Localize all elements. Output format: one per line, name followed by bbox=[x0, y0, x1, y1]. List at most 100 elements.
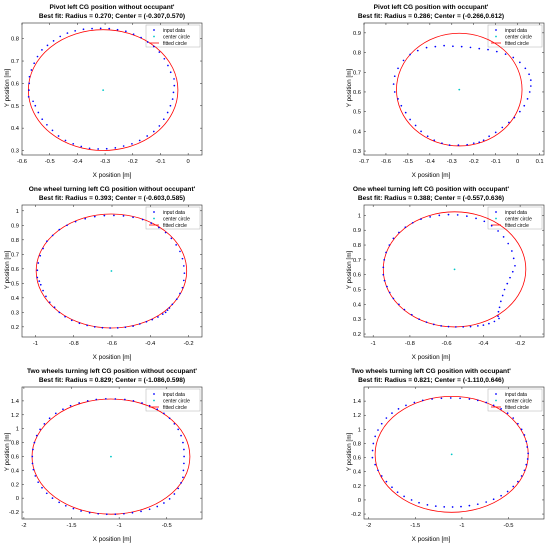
y-tick-label: 0.6 bbox=[11, 267, 19, 273]
input-data-point bbox=[440, 325, 442, 327]
input-data-point bbox=[388, 291, 391, 294]
input-data-point bbox=[53, 306, 56, 309]
input-data-point bbox=[497, 310, 500, 313]
input-data-point bbox=[485, 501, 488, 503]
y-tick-label: 0.7 bbox=[11, 252, 19, 258]
x-axis-label: X position [m] bbox=[412, 172, 451, 179]
legend-fitted-circle-label: fitted circle bbox=[505, 223, 529, 229]
input-data-point bbox=[156, 408, 159, 411]
input-data-point bbox=[418, 501, 420, 504]
input-data-point bbox=[62, 408, 64, 411]
input-data-point bbox=[517, 422, 519, 425]
y-tick-label: 0.6 bbox=[353, 273, 361, 279]
input-data-point bbox=[124, 398, 126, 401]
y-tick-label: 0.6 bbox=[353, 90, 361, 96]
y-tick-label: 0.5 bbox=[11, 281, 19, 287]
input-data-point bbox=[32, 448, 34, 451]
input-data-point bbox=[371, 456, 374, 459]
input-data-point bbox=[43, 422, 46, 425]
input-data-point bbox=[392, 237, 395, 240]
x-tick-label: 0.1 bbox=[536, 159, 544, 165]
input-data-point bbox=[45, 295, 47, 298]
input-data-point bbox=[42, 247, 44, 250]
input-data-point bbox=[39, 428, 41, 431]
y-tick-label: 0.4 bbox=[11, 296, 20, 302]
y-tick-label: 0.6 bbox=[353, 456, 361, 462]
input-data-point bbox=[173, 422, 176, 425]
input-data-point bbox=[529, 85, 532, 87]
input-data-point bbox=[495, 50, 498, 53]
x-tick-label: -0.4 bbox=[145, 341, 156, 347]
x-tick-label: -2 bbox=[21, 523, 26, 529]
input-data-point bbox=[46, 240, 48, 243]
y-tick-label: 1.2 bbox=[11, 413, 19, 419]
input-data-point bbox=[175, 244, 177, 246]
input-data-point bbox=[36, 269, 39, 272]
input-data-point bbox=[33, 441, 36, 444]
input-data-point bbox=[380, 475, 383, 477]
y-tick-label: 1.4 bbox=[353, 399, 362, 405]
x-tick-label: -0.5 bbox=[504, 523, 514, 529]
input-data-point bbox=[508, 121, 510, 124]
center-point bbox=[450, 453, 453, 456]
x-tick-label: -0.8 bbox=[405, 341, 415, 347]
x-tick-label: -0.2 bbox=[184, 341, 194, 347]
input-data-point bbox=[124, 30, 127, 33]
chart-subtitle: Best fit: Radius = 0.393; Center = (-0.6… bbox=[39, 195, 185, 202]
input-data-point bbox=[38, 280, 41, 283]
input-data-point bbox=[37, 111, 40, 114]
input-data-point bbox=[385, 480, 388, 483]
chart-panel-one-wheel-without: One wheel turning left CG position witho… bbox=[0, 182, 275, 364]
input-data-point bbox=[485, 401, 488, 404]
y-tick-label: 0.9 bbox=[353, 31, 361, 37]
input-data-point bbox=[528, 73, 530, 76]
input-data-point bbox=[32, 100, 34, 103]
x-tick-label: -2 bbox=[366, 523, 371, 529]
input-data-point bbox=[469, 46, 472, 49]
input-data-point bbox=[109, 327, 111, 329]
input-data-point bbox=[425, 46, 428, 49]
y-axis-label: Y position [m] bbox=[346, 68, 353, 107]
chart-panel-pivot-with: Pivot left CG position with occupant' Be… bbox=[275, 0, 550, 182]
x-tick-label: -1 bbox=[33, 341, 38, 347]
legend-input-data-label: input data bbox=[163, 28, 185, 34]
x-tick-label: -0.3 bbox=[100, 159, 110, 165]
x-tick-label: -0.6 bbox=[381, 159, 391, 165]
x-tick-label: -0.6 bbox=[17, 159, 27, 165]
input-data-point bbox=[88, 147, 91, 150]
input-data-point bbox=[30, 69, 33, 71]
input-data-point bbox=[443, 506, 446, 508]
input-data-point bbox=[183, 455, 185, 458]
x-tick-label: -0.4 bbox=[478, 341, 489, 347]
chart-subtitle: Best fit: Radius = 0.286; Center = (-0.2… bbox=[358, 13, 504, 20]
x-tick-label: 0 bbox=[516, 159, 519, 165]
input-data-point bbox=[86, 324, 88, 327]
x-axis-label: X position [m] bbox=[93, 536, 132, 543]
y-axis-label: Y position [m] bbox=[4, 250, 11, 289]
input-data-point bbox=[492, 404, 495, 407]
legend-input-data-marker bbox=[495, 29, 497, 31]
input-data-point bbox=[383, 259, 386, 261]
input-data-point bbox=[72, 507, 75, 510]
input-data-point bbox=[66, 32, 69, 34]
y-tick-label: 0.7 bbox=[11, 59, 19, 65]
input-data-point bbox=[507, 242, 510, 245]
input-data-point bbox=[512, 417, 515, 419]
x-tick-label: 0 bbox=[187, 159, 190, 165]
legend-center-circle-label: center circle bbox=[163, 216, 190, 222]
input-data-point bbox=[418, 318, 420, 321]
legend-center-circle-marker bbox=[153, 217, 155, 220]
y-tick-label: 0.4 bbox=[11, 126, 20, 132]
input-data-point bbox=[447, 213, 450, 216]
plot-area bbox=[371, 395, 529, 513]
input-data-point bbox=[377, 469, 379, 472]
x-tick-label: -0.5 bbox=[45, 159, 55, 165]
input-data-point bbox=[59, 35, 62, 38]
input-data-point bbox=[173, 78, 175, 80]
input-data-point bbox=[512, 257, 515, 260]
input-data-point bbox=[34, 475, 37, 477]
input-data-point bbox=[164, 311, 167, 314]
y-tick-label: 0.8 bbox=[11, 441, 19, 447]
